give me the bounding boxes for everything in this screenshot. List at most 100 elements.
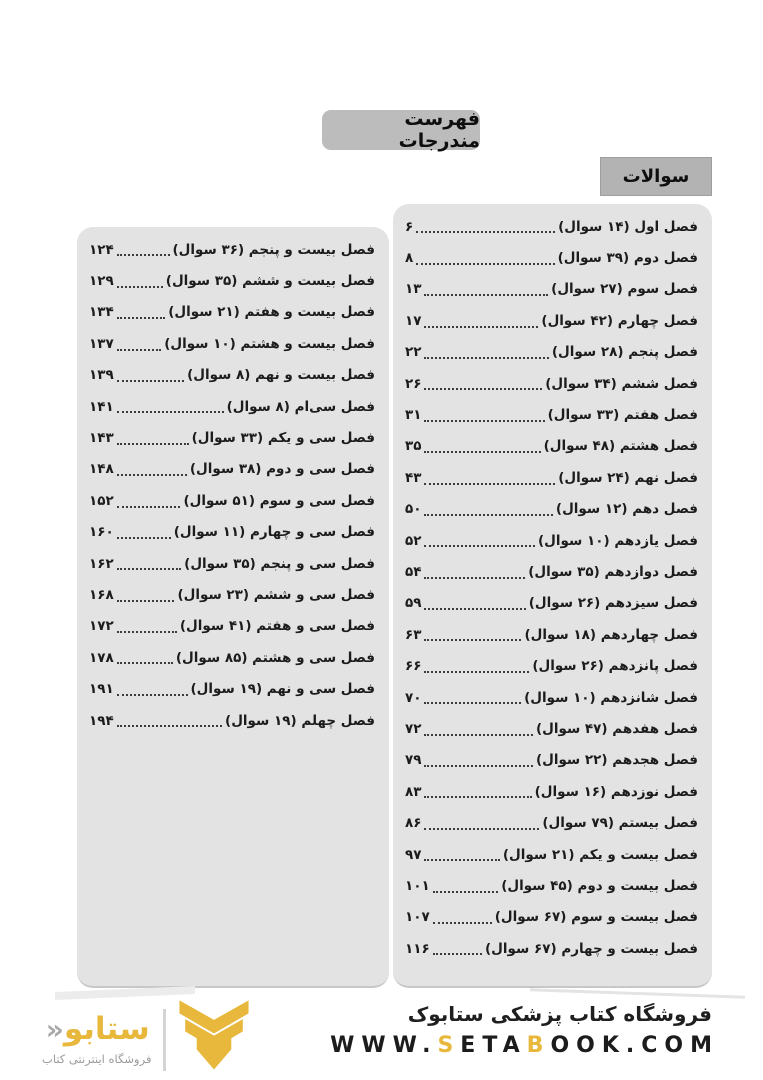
toc-title-badge: فهرست مندرجات (322, 108, 480, 152)
site-url-segment: WWW. (330, 1033, 438, 1058)
chapter-title: فصل بیست و هفتم (۲۱ سوال) (168, 304, 375, 321)
chapter-title: فصل چهاردهم (۱۸ سوال) (524, 626, 698, 643)
page-number: ۳۱ (405, 407, 422, 424)
toc-entry: فصل هفدهم (۴۷ سوال) ۷۲ (405, 713, 698, 744)
logo-divider (163, 1009, 167, 1071)
chapter-title: فصل سی و چهارم (۱۱ سوال) (173, 524, 375, 541)
dot-leader (432, 890, 499, 893)
toc-entry: فصل بیست و ششم (۳۵ سوال) ۱۲۹ (89, 265, 375, 296)
chapter-title: فصل دوازدهم (۳۵ سوال) (528, 563, 698, 580)
toc-entry: فصل بیست و سوم (۶۷ سوال) ۱۰۷ (405, 902, 698, 933)
dot-leader (432, 953, 483, 956)
toc-entry: فصل چهارم (۴۲ سوال) ۱۷ (405, 305, 698, 336)
toc-entry: فصل هشتم (۴۸ سوال) ۳۵ (405, 431, 698, 462)
dot-leader (424, 388, 543, 391)
chapter-title: فصل سیزدهم (۲۶ سوال) (528, 595, 698, 612)
toc-column-chapters-25-40: فصل بیست و پنجم (۳۶ سوال) ۱۲۴ فصل بیست و ش… (77, 227, 389, 988)
dot-leader (424, 576, 526, 579)
page-number: ۶ (405, 218, 414, 235)
dot-leader (116, 411, 224, 414)
setabook-logo: ستابو « فروشگاه اینترنتی کتاب (42, 1000, 250, 1080)
site-url-segment: S (437, 1033, 461, 1058)
chapter-title: فصل چهارم (۴۲ سوال) (541, 312, 698, 329)
chapter-title: فصل سی و ششم (۲۳ سوال) (177, 586, 375, 603)
page-number: ۶۳ (405, 626, 422, 643)
store-info: فروشگاه کتاب پزشکی ستابوک WWW.SETABOOK.C… (330, 1002, 712, 1058)
chapter-title: فصل سی‌ام (۸ سوال) (226, 398, 375, 415)
site-url-segment: OOK.COM (550, 1033, 719, 1058)
dot-leader (424, 733, 533, 736)
chapter-title: فصل نوزدهم (۱۶ سوال) (534, 783, 698, 800)
chapter-title: فصل بیست و دوم (۴۵ سوال) (501, 877, 698, 894)
toc-column-chapters-1-24: فصل اول (۱۴ سوال) ۶ فصل دوم (۳۹ سوال) ۸ فصل … (393, 204, 712, 988)
toc-entry: فصل شانزدهم (۱۰ سوال) ۷۰ (405, 682, 698, 713)
toc-entry: فصل دوم (۳۹ سوال) ۸ (405, 242, 698, 273)
page-number: ۱۷ (405, 312, 422, 329)
chapter-title: فصل سوم (۲۷ سوال) (551, 281, 698, 298)
dot-leader (116, 348, 162, 351)
toc-entry: فصل سی و دوم (۳۸ سوال) ۱۴۸ (89, 454, 375, 485)
dot-leader (116, 254, 170, 257)
dot-leader (424, 513, 553, 516)
chapter-title: فصل سی و سوم (۵۱ سوال) (183, 492, 375, 509)
dot-leader (116, 505, 181, 508)
toc-entry: فصل بیست و نهم (۸ سوال) ۱۳۹ (89, 360, 375, 391)
dot-leader (424, 702, 522, 705)
page-number: ۱۳۹ (89, 367, 114, 384)
chapter-title: فصل هفدهم (۴۷ سوال) (535, 720, 698, 737)
page-number: ۱۶۰ (89, 524, 114, 541)
toc-entry: فصل هفتم (۳۳ سوال) ۳۱ (405, 399, 698, 430)
page-number: ۱۷۲ (89, 618, 114, 635)
page-number: ۶۶ (405, 658, 422, 675)
toc-entry: فصل سی و پنجم (۳۵ سوال) ۱۶۲ (89, 548, 375, 579)
toc-entry: فصل سی و یکم (۳۳ سوال) ۱۴۳ (89, 422, 375, 453)
logo-text-block: ستابو « فروشگاه اینترنتی کتاب (42, 1014, 151, 1067)
toc-entry: فصل بیست و چهارم (۶۷ سوال) ۱۱۶ (405, 933, 698, 964)
toc-entry: فصل سی و سوم (۵۱ سوال) ۱۵۲ (89, 485, 375, 516)
chapter-title: فصل بیست و ششم (۳۵ سوال) (165, 273, 375, 290)
chapter-title: فصل بیست و پنجم (۳۶ سوال) (172, 241, 376, 258)
page-number: ۱۳۴ (89, 304, 114, 321)
dot-leader (424, 859, 500, 862)
page-number: ۳۵ (405, 438, 422, 455)
toc-entry: فصل یازدهم (۱۰ سوال) ۵۲ (405, 525, 698, 556)
chapter-title: فصل یازدهم (۱۰ سوال) (538, 532, 698, 549)
site-url: WWW.SETABOOK.COM (330, 1033, 719, 1058)
toc-entry: فصل نهم (۲۴ سوال) ۴۳ (405, 462, 698, 493)
page-number: ۱۴۱ (89, 398, 114, 415)
dot-leader (432, 921, 492, 924)
dot-leader (424, 294, 549, 297)
page-number: ۱۵۲ (89, 492, 114, 509)
page-number: ۱۶۸ (89, 586, 114, 603)
page-number: ۱۱۶ (405, 940, 430, 957)
toc-entry: فصل هجدهم (۲۲ سوال) ۷۹ (405, 745, 698, 776)
page-number: ۵۹ (405, 595, 422, 612)
dot-leader (424, 545, 536, 548)
dot-leader (424, 356, 549, 359)
page-number: ۱۲۹ (89, 273, 114, 290)
dot-leader (424, 325, 539, 328)
page-number: ۲۲ (405, 344, 422, 361)
dot-leader (116, 725, 223, 728)
dot-leader (116, 317, 166, 320)
dot-leader (424, 639, 522, 642)
page-number: ۱۳۷ (89, 335, 114, 352)
dot-leader (424, 608, 526, 611)
dot-leader (116, 631, 177, 634)
toc-entry: فصل پانزدهم (۲۶ سوال) ۶۶ (405, 650, 698, 681)
page-number: ۱۴۸ (89, 461, 114, 478)
chapter-title: فصل شانزدهم (۱۰ سوال) (524, 689, 698, 706)
chapter-title: فصل بیست و سوم (۶۷ سوال) (494, 909, 698, 926)
page-number: ۱۰۷ (405, 909, 430, 926)
toc-entry: فصل سیزدهم (۲۶ سوال) ۵۹ (405, 588, 698, 619)
dot-leader (116, 536, 171, 539)
chapter-title: فصل پنجم (۲۸ سوال) (551, 344, 698, 361)
toc-entry: فصل بیست و هفتم (۲۱ سوال) ۱۳۴ (89, 297, 375, 328)
chapter-title: فصل پانزدهم (۲۶ سوال) (532, 658, 698, 675)
page-number: ۹۷ (405, 846, 422, 863)
page-number: ۱۳ (405, 281, 422, 298)
chapter-title: فصل سی و نهم (۱۹ سوال) (190, 681, 376, 698)
page-number: ۷۰ (405, 689, 422, 706)
chapter-title: فصل سی و پنجم (۳۵ سوال) (184, 555, 375, 572)
page-number: ۸ (405, 250, 414, 267)
